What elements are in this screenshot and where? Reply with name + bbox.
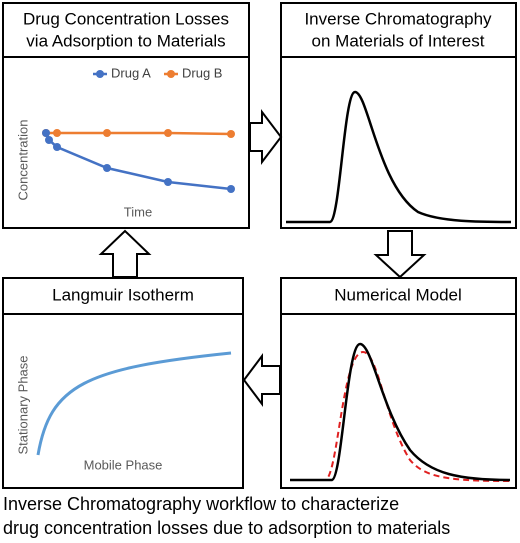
legend-marker: [167, 70, 175, 78]
legend-label: Drug A: [111, 65, 151, 80]
chromatogram: [286, 90, 512, 224]
panel-title: Drug Concentration Losses: [23, 9, 229, 28]
panel-box: [280, 277, 517, 489]
drug-a-markers: [42, 129, 235, 193]
caption: Inverse Chromatography workflow to chara…: [3, 494, 399, 514]
x-axis-label: Mobile Phase: [84, 457, 163, 472]
y-axis-label: Concentration: [15, 120, 30, 201]
panel-title: Langmuir Isotherm: [52, 285, 194, 304]
experimental-peak: [290, 342, 511, 482]
arrow-up: [98, 229, 152, 278]
x-axis-label: Time: [124, 204, 152, 219]
legend-label: Drug B: [182, 65, 222, 80]
isotherm-curve: [36, 351, 232, 456]
drug-b-line: [46, 131, 232, 136]
legend-marker: [96, 70, 104, 78]
y-axis-label: Stationary Phase: [15, 355, 30, 454]
arrow-left: [242, 353, 281, 407]
panel-title: on Materials of Interest: [312, 31, 485, 50]
panel-title: via Adsorption to Materials: [26, 31, 225, 50]
panel-box: [2, 2, 250, 229]
caption: drug concentration losses due to adsorpt…: [3, 518, 450, 538]
panel-title: Inverse Chromatography: [304, 9, 492, 28]
panel-title: Numerical Model: [334, 285, 462, 304]
arrow-right: [249, 109, 283, 165]
arrow-down: [373, 230, 427, 279]
